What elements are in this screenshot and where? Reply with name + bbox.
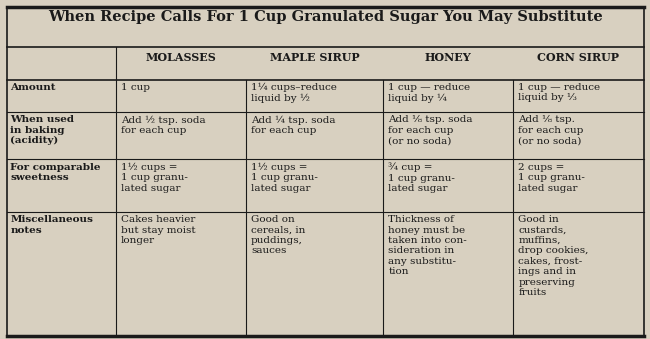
Bar	[6, 7, 644, 47]
Text: HONEY: HONEY	[425, 52, 471, 62]
Text: Miscellaneous
notes: Miscellaneous notes	[10, 215, 94, 235]
Text: 1¼ cups–reduce
liquid by ½: 1¼ cups–reduce liquid by ½	[251, 83, 337, 103]
Text: Cakes heavier
but stay moist
longer: Cakes heavier but stay moist longer	[121, 215, 196, 245]
Text: ¾ cup =
1 cup granu-
lated sugar: ¾ cup = 1 cup granu- lated sugar	[388, 163, 455, 193]
Text: CORN SIRUP: CORN SIRUP	[538, 52, 619, 62]
Text: Good on
cereals, in
puddings,
sauces: Good on cereals, in puddings, sauces	[251, 215, 306, 256]
Text: When Recipe Calls For 1 Cup Granulated Sugar You May Substitute: When Recipe Calls For 1 Cup Granulated S…	[47, 10, 603, 24]
Text: Add ⅛ tsp. soda
for each cup
(or no soda): Add ⅛ tsp. soda for each cup (or no soda…	[388, 115, 473, 145]
Text: Add ⅛ tsp.
for each cup
(or no soda): Add ⅛ tsp. for each cup (or no soda)	[519, 115, 584, 145]
Text: 1½ cups =
1 cup granu-
lated sugar: 1½ cups = 1 cup granu- lated sugar	[121, 163, 188, 193]
Text: 1 cup — reduce
liquid by ¼: 1 cup — reduce liquid by ¼	[388, 83, 471, 103]
Text: 1 cup — reduce
liquid by ⅓: 1 cup — reduce liquid by ⅓	[519, 83, 601, 102]
Text: MAPLE SIRUP: MAPLE SIRUP	[270, 52, 359, 62]
Text: 1½ cups =
1 cup granu-
lated sugar: 1½ cups = 1 cup granu- lated sugar	[251, 163, 318, 193]
Text: Add ½ tsp. soda
for each cup: Add ½ tsp. soda for each cup	[121, 115, 205, 135]
Text: For comparable
sweetness: For comparable sweetness	[10, 163, 101, 182]
Text: Good in
custards,
muffins,
drop cookies,
cakes, frost-
ings and in
preserving
fr: Good in custards, muffins, drop cookies,…	[519, 215, 589, 297]
Text: Thickness of
honey must be
taken into con-
sideration in
any substitu-
tion: Thickness of honey must be taken into co…	[388, 215, 467, 276]
Text: When used
in baking
(acidity): When used in baking (acidity)	[10, 115, 74, 145]
Text: MOLASSES: MOLASSES	[146, 52, 216, 62]
Text: 2 cups =
1 cup granu-
lated sugar: 2 cups = 1 cup granu- lated sugar	[519, 163, 586, 193]
Text: Add ¼ tsp. soda
for each cup: Add ¼ tsp. soda for each cup	[251, 115, 335, 135]
Text: Amount: Amount	[10, 83, 56, 92]
Text: 1 cup: 1 cup	[121, 83, 150, 92]
